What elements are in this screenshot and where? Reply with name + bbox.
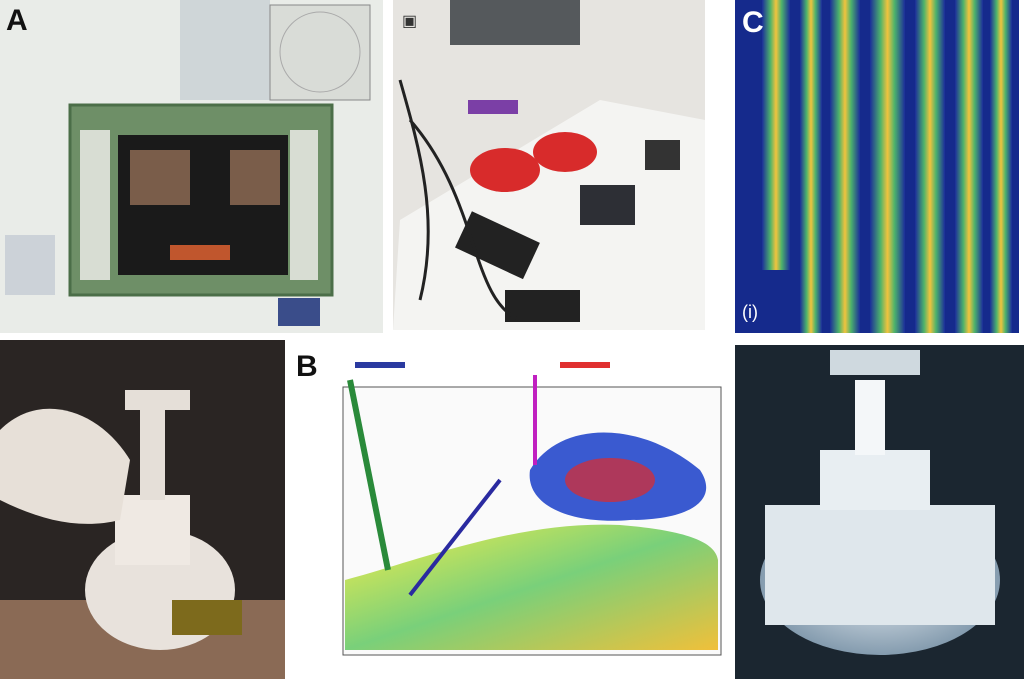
photo-chart	[290, 345, 730, 679]
photo-a	[0, 0, 383, 333]
photo-c	[735, 0, 1019, 333]
photo-device-right	[735, 345, 1024, 679]
photo-device-left	[0, 340, 285, 679]
inset-label: (i)	[742, 302, 758, 322]
panel-label: C	[742, 6, 764, 39]
panel-mark: ▣	[402, 13, 417, 30]
photo-bench	[393, 0, 705, 330]
panel-label: A	[6, 4, 28, 37]
panel-label: B	[296, 350, 318, 383]
